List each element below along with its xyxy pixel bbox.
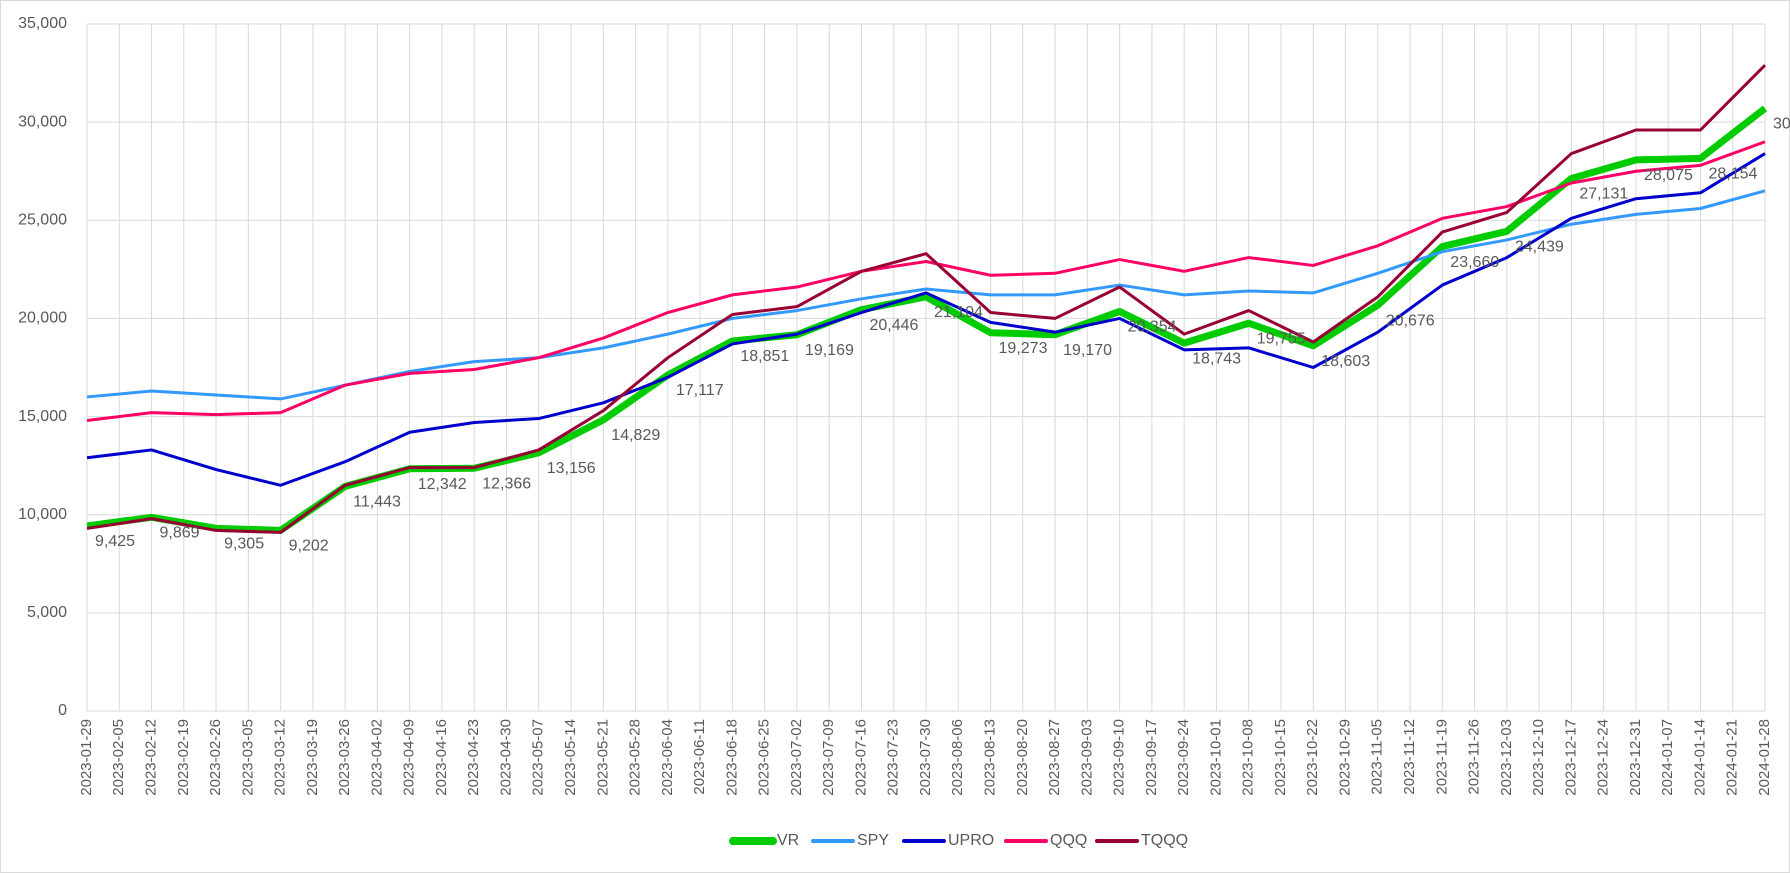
data-label: 13,156 [547,460,596,477]
x-tick-label: 2023-01-29 [78,719,95,796]
data-label: 30,703 [1773,116,1790,133]
x-tick-label: 2023-02-26 [207,719,224,796]
y-tick-label: 5,000 [27,604,67,621]
legend-label: TQQQ [1141,832,1188,849]
x-tick-label: 2023-10-29 [1336,719,1353,796]
data-label: 19,755 [1257,330,1306,347]
x-tick-label: 2023-09-10 [1111,719,1128,796]
data-label: 20,354 [1128,319,1177,336]
data-label: 28,154 [1708,166,1757,183]
x-tick-label: 2023-06-04 [659,719,676,796]
x-tick-label: 2023-12-24 [1595,719,1612,796]
legend-label: QQQ [1050,832,1087,849]
x-tick-label: 2023-04-16 [433,719,450,796]
data-label: 18,603 [1321,353,1370,370]
legend: VR SPY UPRO QQQ TQQQ [729,832,1188,849]
x-tick-label: 2023-09-24 [1175,719,1192,796]
x-tick-label: 2023-09-03 [1078,719,1095,796]
data-label: 9,305 [224,536,264,553]
x-tick-label: 2023-10-22 [1304,719,1321,796]
x-tick-label: 2023-08-20 [1014,719,1031,796]
x-tick-label: 2023-07-09 [820,719,837,796]
data-label: 9,202 [289,538,329,555]
x-tick-label: 2023-10-08 [1240,719,1257,796]
series-line [86,152,1766,487]
x-tick-label: 2023-05-14 [562,719,579,796]
x-tick-label: 2023-04-09 [401,719,418,796]
data-label: 21,104 [934,304,983,321]
data-label: 20,676 [1386,312,1435,329]
x-tick-label: 2023-08-27 [1046,719,1063,796]
x-tick-label: 2023-02-05 [110,719,127,796]
x-tick-label: 2023-12-17 [1562,719,1579,796]
x-tick-label: 2023-07-30 [917,719,934,796]
x-tick-label: 2023-08-13 [982,719,999,796]
series-line [86,64,1767,534]
data-label: 9,869 [160,525,200,542]
data-label: 23,660 [1450,254,1499,271]
data-label: 24,439 [1515,239,1564,256]
data-label: 19,169 [805,342,854,359]
x-tick-label: 2023-06-18 [723,719,740,796]
legend-label: VR [777,832,799,849]
x-tick-label: 2023-04-30 [497,719,514,796]
x-tick-label: 2024-01-07 [1659,719,1676,796]
x-tick-label: 2023-11-26 [1466,719,1483,795]
data-label: 19,170 [1063,342,1112,359]
x-tick-label: 2023-04-23 [465,719,482,796]
data-label: 12,366 [482,475,531,492]
series-line [86,140,1766,422]
x-tick-label: 2024-01-14 [1691,719,1708,796]
data-label: 17,117 [676,382,724,399]
x-tick-label: 2023-03-26 [336,719,353,796]
x-tick-label: 2023-09-17 [1143,719,1160,796]
data-label: 28,075 [1644,167,1693,184]
x-tick-label: 2023-11-05 [1369,719,1386,795]
y-tick-label: 15,000 [18,408,67,425]
data-label: 27,131 [1579,186,1628,203]
data-label: 18,743 [1192,350,1241,367]
x-tick-label: 2023-08-06 [949,719,966,796]
data-label: 20,446 [869,317,918,334]
y-tick-label: 10,000 [18,506,67,523]
y-tick-label: 30,000 [18,113,67,130]
x-tick-label: 2023-10-15 [1272,719,1289,796]
x-tick-label: 2024-01-28 [1756,719,1773,796]
legend-label: UPRO [948,832,994,849]
x-tick-label: 2023-07-02 [788,719,805,796]
x-tick-label: 2023-05-21 [594,719,611,796]
x-tick-label: 2023-11-19 [1433,719,1450,795]
x-tick-label: 2023-02-12 [143,719,160,796]
data-label: 19,273 [999,340,1048,357]
x-tick-label: 2023-05-28 [627,719,644,796]
y-tick-label: 20,000 [18,310,67,327]
y-tick-label: 0 [58,702,67,719]
data-label: 12,342 [418,476,467,493]
legend-label: SPY [857,832,889,849]
x-tick-label: 2024-01-21 [1724,719,1741,796]
y-tick-label: 35,000 [18,15,67,32]
data-label: 14,829 [611,427,660,444]
x-tick-label: 2023-10-01 [1207,719,1224,796]
data-label: 18,851 [740,348,789,365]
x-tick-label: 2023-12-31 [1627,719,1644,796]
x-tick-label: 2023-05-07 [530,719,547,796]
data-label: 11,443 [353,494,401,511]
x-tick-label: 2023-11-12 [1401,719,1418,795]
x-tick-label: 2023-02-19 [175,719,192,796]
y-tick-label: 25,000 [18,212,67,229]
x-tick-label: 2023-06-11 [691,719,708,795]
x-tick-label: 2023-04-02 [368,719,385,796]
x-tick-label: 2023-12-10 [1530,719,1547,796]
x-tick-label: 2023-07-23 [885,719,902,796]
x-tick-label: 2023-03-19 [304,719,321,796]
x-tick-label: 2023-03-05 [239,719,256,796]
x-tick-label: 2023-06-25 [756,719,773,796]
x-tick-label: 2023-07-16 [852,719,869,796]
x-tick-label: 2023-03-12 [272,719,289,796]
data-label: 9,425 [95,533,135,550]
x-tick-label: 2023-12-03 [1498,719,1515,796]
